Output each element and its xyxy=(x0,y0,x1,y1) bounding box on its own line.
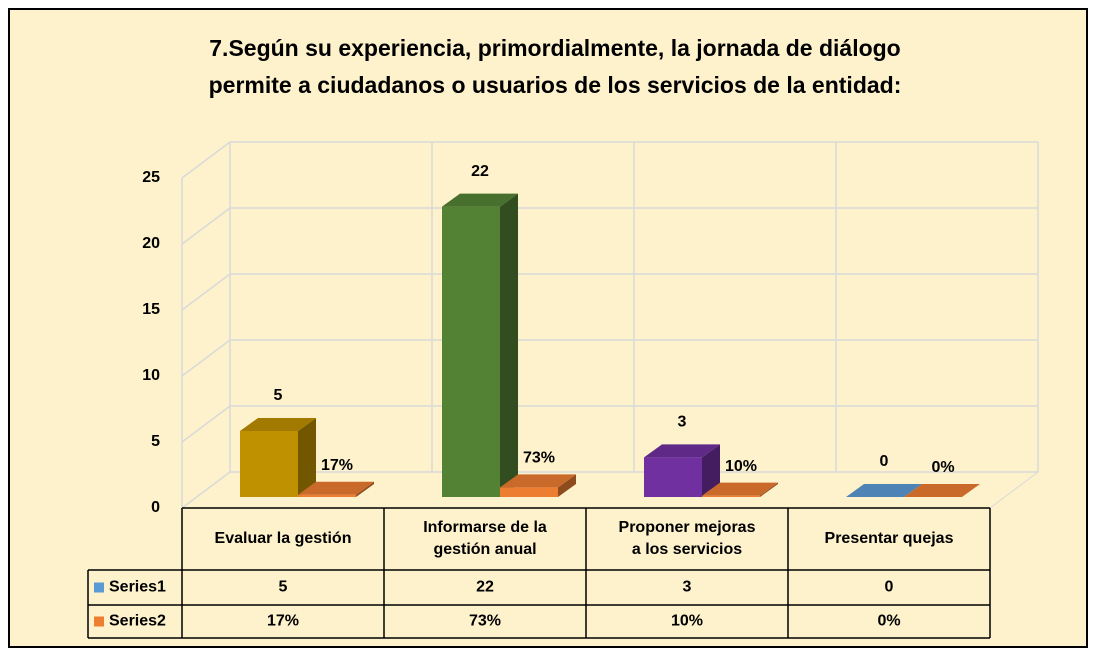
legend-label: Series2 xyxy=(109,613,166,630)
x-tick-label: a los servicios xyxy=(632,541,742,558)
data-label: 3 xyxy=(678,414,687,431)
x-tick-label: Proponer mejoras xyxy=(619,519,756,536)
bar-side xyxy=(500,193,518,497)
y-tick-label: 20 xyxy=(142,235,160,252)
chart-frame xyxy=(8,8,1088,648)
grid-line xyxy=(181,339,1038,377)
data-label: 5 xyxy=(274,387,283,404)
bar-front xyxy=(240,431,298,497)
bar-side xyxy=(356,481,374,497)
grid-line xyxy=(181,207,1038,245)
bar-side xyxy=(298,418,316,497)
bar-front xyxy=(500,487,558,497)
data-label: 22 xyxy=(471,163,489,180)
chart-title: 7.Según su experiencia, primordialmente,… xyxy=(209,35,900,61)
chart-title: permite a ciudadanos o usuarios de los s… xyxy=(209,72,902,98)
y-tick-label: 5 xyxy=(151,433,160,450)
table-cell: 5 xyxy=(279,579,288,596)
legend-swatch xyxy=(94,616,104,627)
data-label: 0 xyxy=(880,453,889,470)
legend-swatch xyxy=(94,582,104,593)
data-label: 10% xyxy=(725,458,757,475)
x-tick-label: Presentar quejas xyxy=(825,530,954,547)
table-cell: 3 xyxy=(683,579,692,596)
grid-line xyxy=(181,273,1038,311)
bar-top xyxy=(442,193,518,207)
bar-side xyxy=(760,482,778,497)
bar-top xyxy=(240,418,316,431)
table-cell: 73% xyxy=(469,613,501,630)
table-cell: 10% xyxy=(671,613,703,630)
bar-front xyxy=(442,206,500,497)
bar-top xyxy=(702,482,778,496)
data-label: 17% xyxy=(321,457,353,474)
bar-top xyxy=(500,474,576,488)
x-tick-label: Informarse de la xyxy=(423,519,547,536)
bar-top xyxy=(644,444,720,458)
table-cell: 0% xyxy=(877,613,900,630)
y-tick-label: 10 xyxy=(142,367,160,384)
data-label: 73% xyxy=(523,450,555,467)
y-tick-label: 0 xyxy=(151,499,160,516)
bar-side xyxy=(558,474,576,497)
bar-front xyxy=(644,457,702,497)
bar-side xyxy=(702,444,720,497)
legend-label: Series1 xyxy=(109,579,166,596)
data-label: 0% xyxy=(931,459,954,476)
bar-top xyxy=(846,484,922,497)
bar-front xyxy=(702,495,760,497)
x-tick-label: Evaluar la gestión xyxy=(215,530,352,547)
bar-top xyxy=(298,481,374,495)
grid-line xyxy=(181,141,1038,179)
table-cell: 0 xyxy=(885,579,894,596)
y-tick-label: 25 xyxy=(142,169,160,186)
y-tick-label: 15 xyxy=(142,301,160,318)
table-cell: 17% xyxy=(267,613,299,630)
table-cell: 22 xyxy=(476,579,494,596)
x-tick-label: gestión anual xyxy=(433,541,536,558)
bar-front xyxy=(298,494,356,497)
bar-top xyxy=(904,484,980,497)
